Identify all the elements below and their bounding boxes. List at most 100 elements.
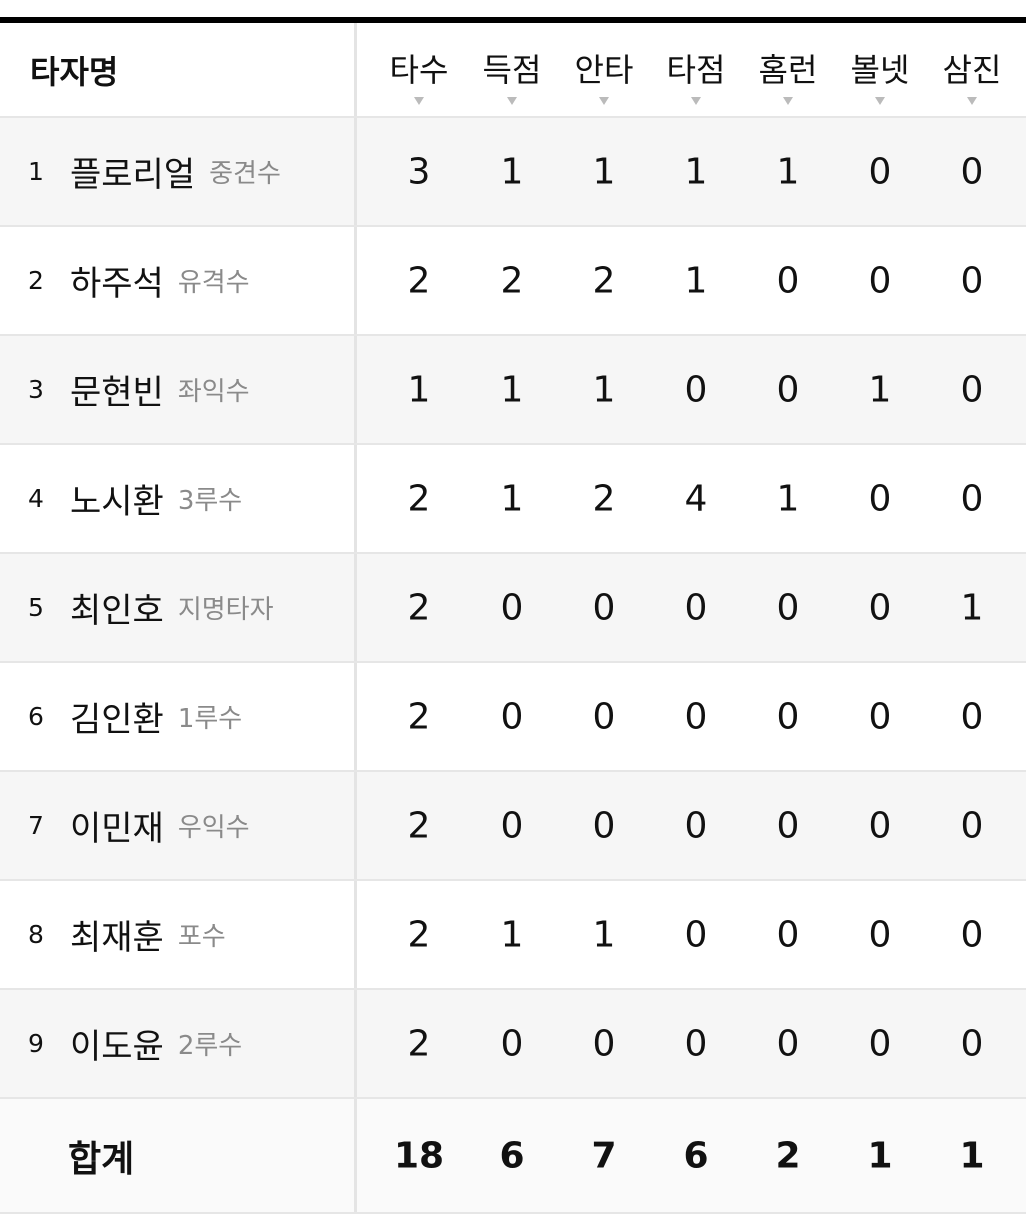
player-name[interactable]: 최인호 [70, 591, 164, 631]
stat-value: 0 [776, 805, 800, 846]
sort-arrow-icon [691, 97, 701, 105]
stat-value: 2 [775, 1135, 801, 1176]
stat-value: 1 [960, 587, 984, 628]
column-label: 타수 [389, 51, 449, 89]
stat-value: 0 [500, 805, 524, 846]
stat-value: 1 [684, 151, 708, 192]
stat-value: 0 [592, 587, 616, 628]
batter-cell: 4 노시환 3루수 [0, 445, 357, 552]
batter-cell: 7 이민재 우익수 [0, 772, 357, 879]
sort-arrow-icon [507, 97, 517, 105]
stat-value: 2 [407, 805, 431, 846]
player-position: 지명타자 [177, 595, 274, 625]
sort-column-2[interactable]: 안타 [559, 45, 649, 105]
batter-cell: 6 김인환 1루수 [0, 663, 357, 770]
column-label: 득점 [482, 51, 542, 89]
sort-column-6[interactable]: 삼진 [927, 45, 1017, 105]
stat-value: 0 [868, 1023, 892, 1064]
header-batter-name: 타자명 [30, 52, 119, 91]
player-name[interactable]: 이민재 [70, 809, 164, 849]
stat-value: 0 [592, 805, 616, 846]
stat-value: 0 [592, 1023, 616, 1064]
column-label: 타점 [666, 51, 726, 89]
stat-value: 0 [868, 478, 892, 519]
stat-value: 0 [500, 696, 524, 737]
stat-value: 0 [684, 805, 708, 846]
table-row: 6 김인환 1루수 2 0 0 0 0 0 0 [0, 663, 1026, 772]
stat-value: 0 [868, 805, 892, 846]
stat-value: 1 [500, 151, 524, 192]
batter-cell: 8 최재훈 포수 [0, 881, 357, 988]
stat-value: 0 [868, 260, 892, 301]
stat-value: 2 [592, 260, 616, 301]
player-name[interactable]: 문현빈 [70, 373, 164, 413]
stat-value: 1 [592, 914, 616, 955]
stats-cells: 1 1 1 0 0 1 0 [357, 336, 1026, 443]
stat-value: 0 [776, 587, 800, 628]
batting-order: 4 [28, 484, 44, 513]
stat-value: 18 [393, 1135, 445, 1176]
stat-value: 2 [407, 587, 431, 628]
stat-value: 1 [776, 478, 800, 519]
sort-arrow-icon [599, 97, 609, 105]
batter-cell: 3 문현빈 좌익수 [0, 336, 357, 443]
sort-column-0[interactable]: 타수 [374, 45, 464, 105]
stats-cells: 2 0 0 0 0 0 0 [357, 772, 1026, 879]
player-name[interactable]: 플로리얼 [70, 155, 196, 195]
table-row: 2 하주석 유격수 2 2 2 1 0 0 0 [0, 227, 1026, 336]
player-position: 중견수 [209, 159, 281, 189]
stat-value: 0 [960, 914, 984, 955]
stat-value: 1 [867, 1135, 893, 1176]
table-row: 5 최인호 지명타자 2 0 0 0 0 0 1 [0, 554, 1026, 663]
batter-cell: 2 하주석 유격수 [0, 227, 357, 334]
stat-value: 0 [868, 151, 892, 192]
stat-value: 1 [500, 914, 524, 955]
player-position: 포수 [177, 922, 226, 952]
header-stats: 타수 득점 안타 타점 홈런 볼넷 삼진 [357, 23, 1026, 116]
stat-value: 0 [776, 1023, 800, 1064]
stat-value: 0 [960, 805, 984, 846]
stat-value: 1 [407, 369, 431, 410]
total-row: 합계 18 6 7 6 2 1 1 [0, 1099, 1026, 1214]
sort-arrow-icon [783, 97, 793, 105]
table-row: 8 최재훈 포수 2 1 1 0 0 0 0 [0, 881, 1026, 990]
player-name[interactable]: 하주석 [70, 264, 164, 304]
batter-cell: 1 플로리얼 중견수 [0, 118, 357, 225]
stat-value: 0 [960, 369, 984, 410]
stat-value: 0 [960, 151, 984, 192]
stats-cells: 2 0 0 0 0 0 0 [357, 663, 1026, 770]
sort-column-1[interactable]: 득점 [467, 45, 557, 105]
table-header: 타자명 타수 득점 안타 타점 홈런 볼넷 삼진 [0, 23, 1026, 118]
sort-column-4[interactable]: 홈런 [743, 45, 833, 105]
player-name[interactable]: 이도윤 [70, 1027, 164, 1067]
stat-value: 0 [684, 914, 708, 955]
stats-cells: 2 0 0 0 0 0 0 [357, 990, 1026, 1097]
stat-value: 1 [868, 369, 892, 410]
player-position: 2루수 [177, 1031, 243, 1061]
batting-order: 7 [28, 811, 44, 840]
player-name[interactable]: 최재훈 [70, 918, 164, 958]
batting-order: 2 [28, 266, 44, 295]
stat-value: 0 [776, 260, 800, 301]
stats-cells: 2 0 0 0 0 0 1 [357, 554, 1026, 661]
stat-value: 0 [868, 696, 892, 737]
stat-value: 0 [960, 696, 984, 737]
table-row: 9 이도윤 2루수 2 0 0 0 0 0 0 [0, 990, 1026, 1099]
player-name[interactable]: 김인환 [70, 700, 164, 740]
player-name[interactable]: 노시환 [70, 482, 164, 522]
table-top-border [0, 17, 1026, 23]
stat-value: 0 [684, 587, 708, 628]
batting-table: 타자명 타수 득점 안타 타점 홈런 볼넷 삼진 1 플로리얼 중견수 3 1 1 1 1 0 0 2 하주석 유격… [0, 23, 1026, 1214]
sort-column-5[interactable]: 볼넷 [835, 45, 925, 105]
sort-arrow-icon [414, 97, 424, 105]
stats-cells: 2 2 2 1 0 0 0 [357, 227, 1026, 334]
sort-arrow-icon [875, 97, 885, 105]
stat-value: 6 [683, 1135, 709, 1176]
batter-cell: 5 최인호 지명타자 [0, 554, 357, 661]
player-position: 유격수 [177, 268, 250, 298]
table-row: 1 플로리얼 중견수 3 1 1 1 1 0 0 [0, 118, 1026, 227]
table-row: 4 노시환 3루수 2 1 2 4 1 0 0 [0, 445, 1026, 554]
stat-value: 0 [684, 369, 708, 410]
stat-value: 0 [868, 914, 892, 955]
sort-column-3[interactable]: 타점 [651, 45, 741, 105]
